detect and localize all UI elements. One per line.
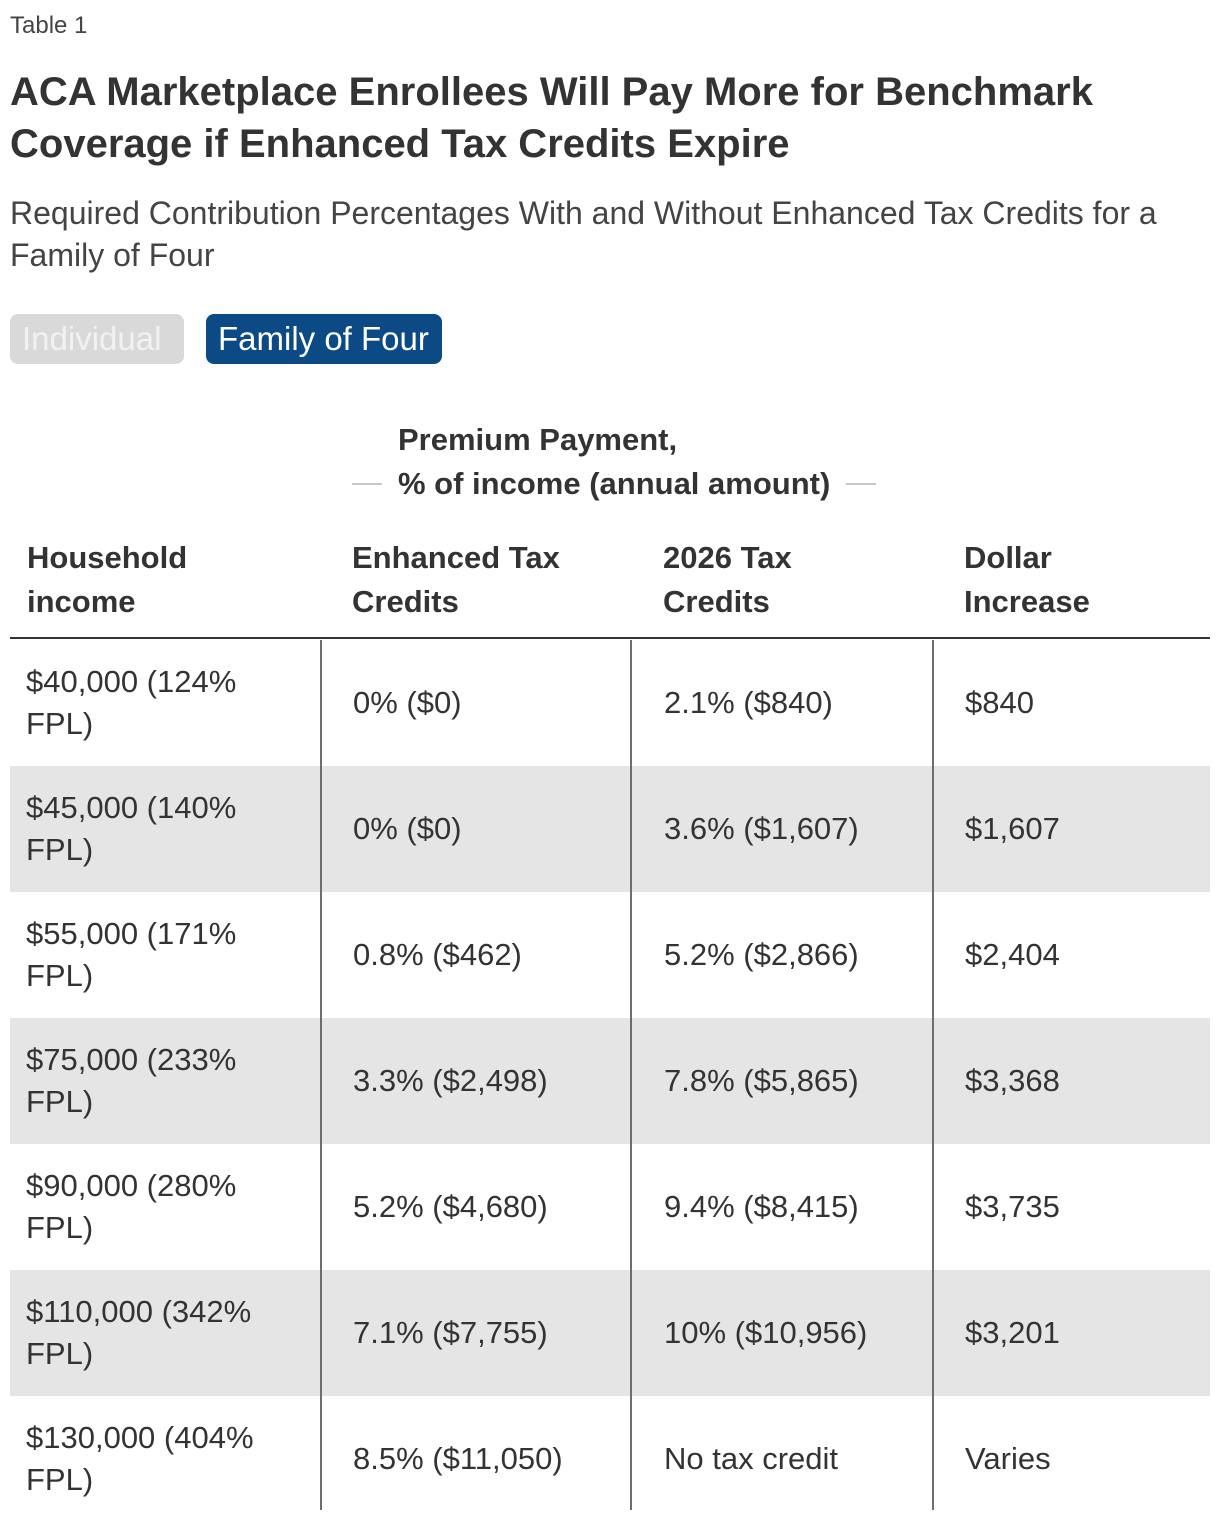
toggle-family-of-four[interactable]: Family of Four <box>206 314 442 364</box>
column-group-header: Premium Payment, % of income (annual amo… <box>352 418 900 506</box>
column-header-enhanced-tax-credits: Enhanced Tax Credits <box>352 540 560 619</box>
cell-income: $90,000 (280% FPL) <box>26 1168 237 1245</box>
table-eyebrow: Table 1 <box>10 12 88 39</box>
cell-income: $45,000 (140% FPL) <box>26 790 237 867</box>
column-header-household-income: Household income <box>27 540 188 619</box>
group-header-line1: Premium Payment, <box>398 422 678 457</box>
table-row: $75,000 (233% FPL) 3.3% ($2,498) 7.8% ($… <box>10 1018 1210 1144</box>
cell-income: $110,000 (342% FPL) <box>26 1294 252 1371</box>
table-row: $55,000 (171% FPL) 0.8% ($462) 5.2% ($2,… <box>10 892 1210 1018</box>
column-header-dollar-increase: Dollar Increase <box>964 540 1090 619</box>
divider-right <box>846 483 877 485</box>
column-divider <box>630 640 632 1510</box>
cell-enhanced: 0.8% ($462) <box>353 937 522 972</box>
cell-increase: $3,201 <box>965 1315 1060 1350</box>
column-divider <box>320 640 322 1510</box>
cell-increase: $3,368 <box>965 1063 1060 1098</box>
cell-enhanced: 3.3% ($2,498) <box>353 1063 548 1098</box>
group-header-line2: % of income (annual amount) <box>398 466 831 501</box>
cell-2026: No tax credit <box>664 1441 839 1476</box>
table-row: $45,000 (140% FPL) 0% ($0) 3.6% ($1,607)… <box>10 766 1210 892</box>
cell-enhanced: 8.5% ($11,050) <box>353 1441 563 1476</box>
cell-enhanced: 0% ($0) <box>353 811 462 846</box>
cell-2026: 2.1% ($840) <box>664 685 833 720</box>
cell-2026: 10% ($10,956) <box>664 1315 868 1350</box>
cell-2026: 3.6% ($1,607) <box>664 811 859 846</box>
cell-enhanced: 5.2% ($4,680) <box>353 1189 548 1224</box>
cell-income: $130,000 (404% FPL) <box>26 1420 254 1497</box>
divider-left <box>352 483 382 485</box>
table-body: $40,000 (124% FPL) 0% ($0) 2.1% ($840) $… <box>10 640 1210 1522</box>
cell-income: $40,000 (124% FPL) <box>26 664 237 741</box>
cell-income: $55,000 (171% FPL) <box>26 916 237 993</box>
table-row: $90,000 (280% FPL) 5.2% ($4,680) 9.4% ($… <box>10 1144 1210 1270</box>
cell-enhanced: 7.1% ($7,755) <box>353 1315 548 1350</box>
table-row: $110,000 (342% FPL) 7.1% ($7,755) 10% ($… <box>10 1270 1210 1396</box>
table-row: $40,000 (124% FPL) 0% ($0) 2.1% ($840) $… <box>10 640 1210 766</box>
cell-income: $75,000 (233% FPL) <box>26 1042 237 1119</box>
cell-increase: $840 <box>965 685 1034 720</box>
table-row: $130,000 (404% FPL) 8.5% ($11,050) No ta… <box>10 1396 1210 1522</box>
header-rule <box>10 637 1210 639</box>
table-subtitle: Required Contribution Percentages With a… <box>10 195 1157 273</box>
cell-increase: $1,607 <box>965 811 1060 846</box>
toggle-individual[interactable]: Individual <box>10 314 184 364</box>
column-header-2026-tax-credits: 2026 Tax Credits <box>663 540 792 619</box>
cell-2026: 5.2% ($2,866) <box>664 937 859 972</box>
cell-increase: Varies <box>965 1441 1051 1476</box>
cell-increase: $3,735 <box>965 1189 1060 1224</box>
cell-increase: $2,404 <box>965 937 1060 972</box>
cell-enhanced: 0% ($0) <box>353 685 462 720</box>
cell-2026: 9.4% ($8,415) <box>664 1189 859 1224</box>
table-title: ACA Marketplace Enrollees Will Pay More … <box>10 70 1093 166</box>
column-divider <box>932 640 934 1510</box>
cell-2026: 7.8% ($5,865) <box>664 1063 859 1098</box>
